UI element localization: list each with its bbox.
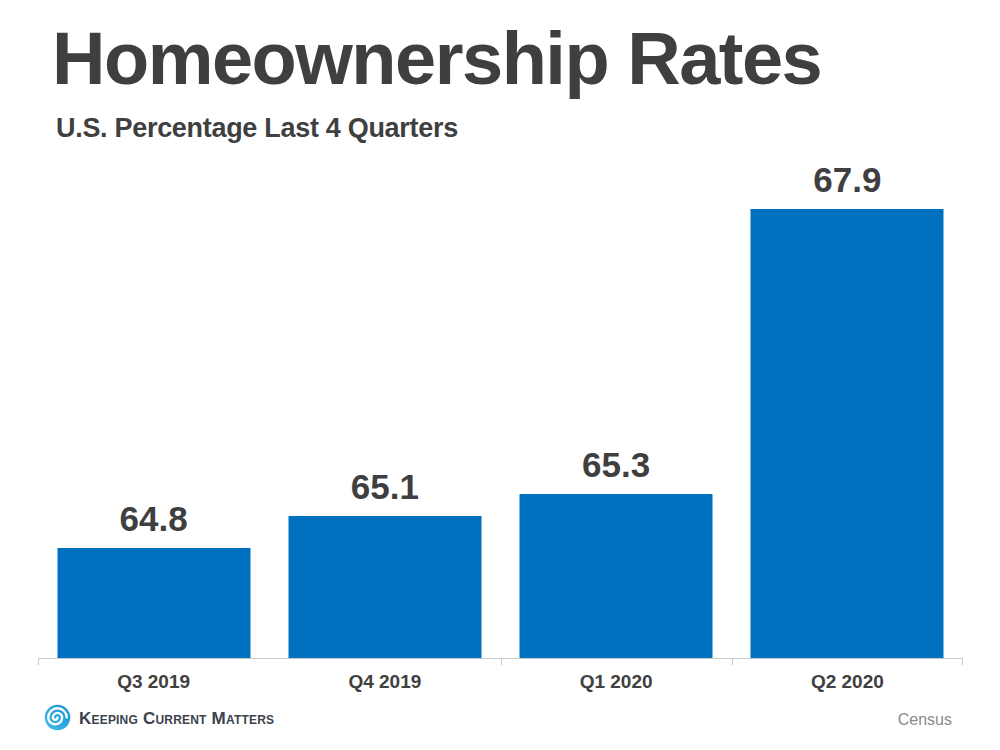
bar-q3-2019 [57,548,250,658]
brand-logo: Keeping Current Matters [44,704,274,731]
slide: Homeownership Rates U.S. Percentage Last… [0,0,1000,750]
bar-q1-2020 [520,494,713,658]
chart-subtitle: U.S. Percentage Last 4 Quarters [56,113,458,144]
bar-q2-2020 [751,209,944,658]
axis-tick [38,659,39,665]
bar-q4-2019 [288,516,481,658]
x-axis-label: Q1 2020 [501,671,732,693]
bar-slots: 64.8 Q3 2019 65.1 Q4 2019 65.3 Q1 2020 6… [38,198,963,658]
bar-group-q4-2019: 65.1 Q4 2019 [269,198,500,658]
bar-group-q1-2020: 65.3 Q1 2020 [501,198,732,658]
axis-tick [501,659,502,665]
value-label: 64.8 [38,501,269,536]
source-credit: Census [898,711,952,729]
bar-group-q3-2019: 64.8 Q3 2019 [38,198,269,658]
bar-group-q2-2020: 67.9 Q2 2020 [732,198,963,658]
x-axis-label: Q2 2020 [732,671,963,693]
value-label: 67.9 [732,162,963,197]
brand-name: Keeping Current Matters [79,708,274,727]
chart-title: Homeownership Rates [52,18,821,99]
x-axis-label: Q4 2019 [269,671,500,693]
kcm-swirl-icon [44,704,71,731]
axis-tick [962,659,963,665]
value-label: 65.3 [501,447,732,482]
axis-tick [732,659,733,665]
bar-chart: 64.8 Q3 2019 65.1 Q4 2019 65.3 Q1 2020 6… [38,198,963,658]
x-axis-label: Q3 2019 [38,671,269,693]
value-label: 65.1 [269,469,500,504]
